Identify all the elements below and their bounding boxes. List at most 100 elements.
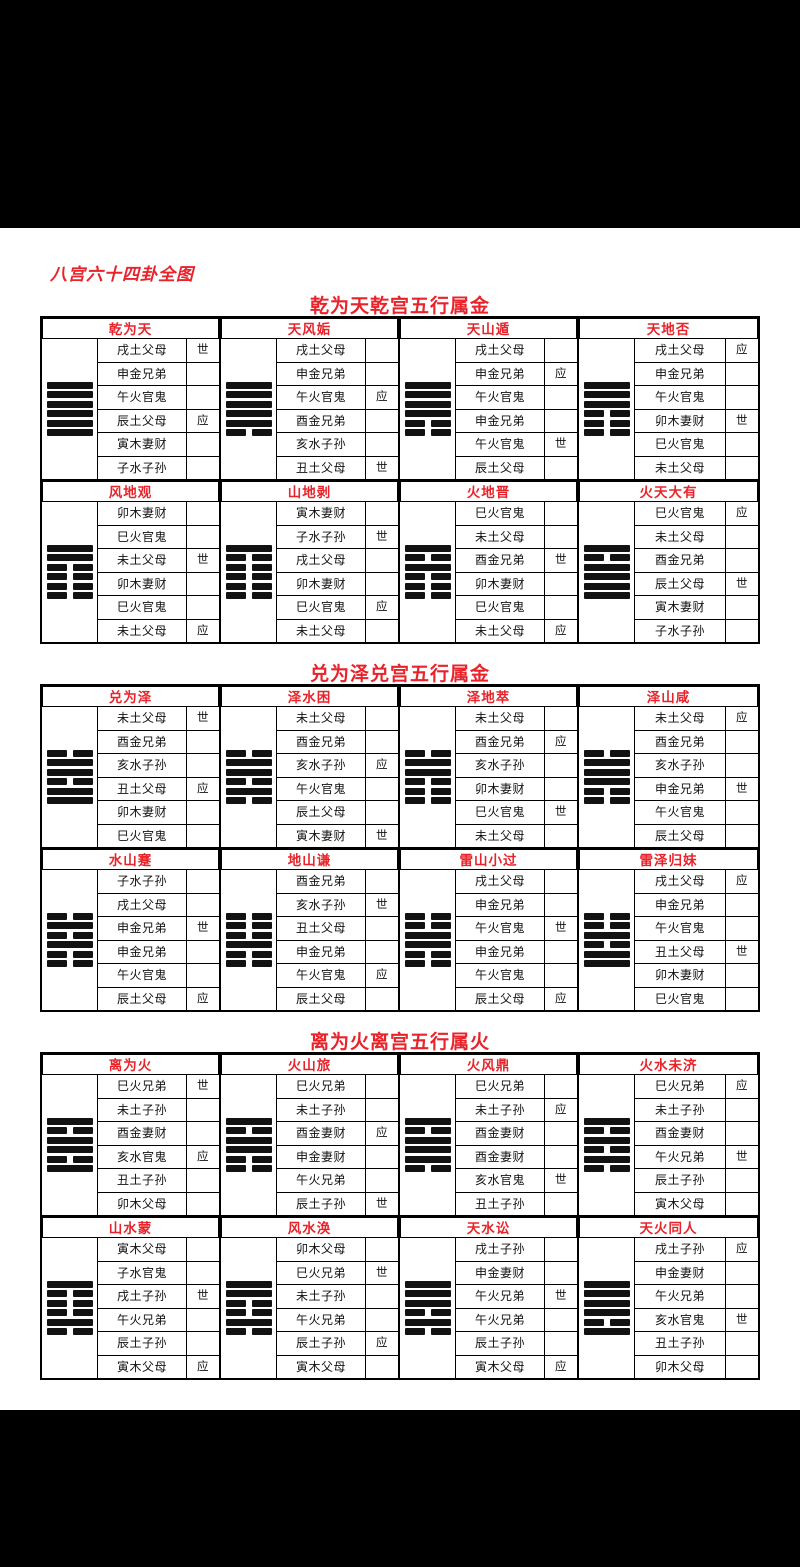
shi-ying-mark: 应 [197, 1150, 209, 1163]
table-row: 未土子孙 [277, 1285, 398, 1309]
table-row: 巳火官鬼 [635, 987, 758, 1010]
yao-label: 巳火官鬼 [456, 502, 545, 525]
yao-label: 丑土子孙 [635, 1332, 726, 1355]
shi-ying-mark [545, 707, 577, 730]
shi-ying-mark: 应 [735, 1080, 748, 1092]
shi-ying-mark [187, 1099, 219, 1122]
hexagram-lines-column [579, 707, 635, 847]
shi-ying-mark: 应 [555, 735, 567, 748]
shi-ying-mark [366, 941, 398, 964]
table-row: 申金兄弟 [277, 940, 398, 964]
table-row: 辰土子孙应 [277, 1332, 398, 1356]
shi-ying-mark [545, 1262, 577, 1285]
shi-ying-mark [726, 754, 758, 777]
table-row: 酉金兄弟 [98, 730, 219, 754]
shi-ying-mark [545, 1146, 577, 1169]
hexagram-symbol [579, 910, 634, 971]
table-row: 戌土父母 [456, 339, 577, 363]
yao-label: 寅木父母 [456, 1355, 545, 1378]
yao-label: 午火兄弟 [635, 1285, 726, 1308]
yao-label: 亥水子孙 [277, 893, 366, 916]
table-row: 午火兄弟 [277, 1169, 398, 1193]
yao-label: 申金兄弟 [635, 362, 726, 385]
letterbox-top [0, 0, 800, 228]
shi-ying-mark [366, 988, 398, 1011]
yao-label: 巳火官鬼 [456, 801, 545, 824]
yao-label: 未土父母 [277, 619, 366, 642]
shi-ying-mark: 应 [197, 782, 209, 795]
table-row: 寅木父母应 [456, 1355, 577, 1378]
yao-label: 未土父母 [98, 707, 187, 730]
hexagram-name: 天地否 [579, 318, 758, 339]
hexagram-symbol [221, 910, 276, 971]
yao-label: 辰土父母 [635, 824, 726, 847]
yao-label: 辰土父母 [635, 572, 726, 595]
table-row: 卯木妻财世 [635, 409, 758, 433]
table-row: 申金兄弟 [635, 893, 758, 917]
hexagram-symbol [400, 379, 455, 440]
table-row: 午火官鬼世 [456, 917, 577, 941]
hexagram-block: 天风姤 戌土父母 申金兄弟 午火官鬼应酉金兄弟 亥水子孙 丑土父母世 [221, 318, 400, 479]
table-row: 辰土父母应 [98, 409, 219, 433]
yao-label: 辰土子孙 [277, 1332, 366, 1355]
shi-ying-mark: 应 [376, 601, 388, 613]
yao-label: 卯木妻财 [98, 502, 187, 525]
shi-ying-mark: 应 [735, 875, 748, 887]
hexagram-block: 兑为泽 未土父母世酉金兄弟 亥水子孙 丑土父母应卯木妻财 巳火官鬼 [42, 686, 221, 847]
table-row: 酉金妻财应 [277, 1122, 398, 1146]
yao-label: 辰土子孙 [635, 1169, 726, 1192]
hexagram-block: 山地剥 寅木妻财 子水子孙世戌土父母 卯木妻财 巳火官鬼应未土父母 [221, 481, 400, 642]
shi-ying-mark: 世 [376, 461, 388, 474]
hexagram-symbol [221, 747, 276, 808]
section-spacer [0, 1012, 800, 1026]
table-row: 辰土父母应 [98, 987, 219, 1010]
yao-rows: 未土父母 酉金兄弟应亥水子孙 卯木妻财 巳火官鬼世未土父母 [456, 707, 577, 847]
table-row: 申金兄弟 [456, 409, 577, 433]
hexagram-lines-column [400, 1238, 456, 1378]
hexagram-name: 天风姤 [221, 318, 398, 339]
shi-ying-mark [545, 778, 577, 801]
shi-ying-mark: 世 [197, 1290, 209, 1302]
table-row: 申金兄弟 [98, 940, 219, 964]
shi-ying-mark: 世 [376, 1197, 388, 1210]
yao-rows: 未土父母应酉金兄弟 亥水子孙 申金兄弟世午火官鬼 辰土父母 [635, 707, 758, 847]
shi-ying-mark [545, 1075, 577, 1098]
yao-label: 卯木妻财 [98, 801, 187, 824]
table-row: 巳火官鬼 [98, 824, 219, 847]
hexagram-name: 火风鼎 [400, 1054, 577, 1075]
table-row: 申金兄弟 [456, 940, 577, 964]
yao-label: 寅木妻财 [277, 824, 366, 847]
table-row: 寅木父母 [277, 1355, 398, 1378]
table-row: 子水子孙 [635, 619, 758, 642]
table-row: 未土子孙 [98, 1098, 219, 1122]
hexagram-block: 天火同人 戌土子孙应申金妻财 午火兄弟 亥水官鬼世丑土子孙 卯木父母 [579, 1217, 758, 1378]
table-row: 亥水子孙世 [277, 893, 398, 917]
shi-ying-mark: 世 [555, 438, 567, 450]
yao-label: 戌土父母 [456, 870, 545, 893]
hexagram-lines-column [579, 339, 635, 479]
hexagram-lines-column [400, 707, 456, 847]
table-row: 午火兄弟 [635, 1285, 758, 1309]
yao-label: 巳火官鬼 [98, 824, 187, 847]
shi-ying-mark: 应 [555, 367, 567, 380]
yao-label: 酉金妻财 [98, 1122, 187, 1145]
shi-ying-mark: 世 [376, 1266, 388, 1279]
yao-label: 卯木妻财 [456, 777, 545, 800]
hexagram-block: 天水讼 戌土子孙 申金妻财 午火兄弟世午火兄弟 辰土子孙 寅木父母应 [400, 1217, 579, 1378]
yao-label: 申金妻财 [635, 1261, 726, 1284]
shi-ying-mark: 世 [555, 554, 567, 566]
shi-ying-mark: 应 [555, 624, 567, 637]
table-row: 酉金妻财 [456, 1122, 577, 1146]
hexagram-block: 泽地萃 未土父母 酉金兄弟应亥水子孙 卯木妻财 巳火官鬼世未土父母 [400, 686, 579, 847]
table-row: 卯木妻财 [456, 572, 577, 596]
table-row: 酉金兄弟 [277, 870, 398, 894]
table-row: 午火官鬼 [277, 777, 398, 801]
table-row: 子水子孙世 [277, 525, 398, 549]
yao-label: 午火官鬼 [277, 386, 366, 409]
table-row: 酉金妻财 [635, 1122, 758, 1146]
table-row: 巳火官鬼应 [277, 596, 398, 620]
yao-label: 辰土父母 [456, 987, 545, 1010]
hexagram-block: 地山谦 酉金兄弟 亥水子孙世丑土父母 申金兄弟 午火官鬼应辰土父母 [221, 849, 400, 1010]
table-row: 辰土子孙世 [277, 1192, 398, 1215]
yao-rows: 戌土父母 申金兄弟应午火官鬼 申金兄弟 午火官鬼世辰土父母 [456, 339, 577, 479]
